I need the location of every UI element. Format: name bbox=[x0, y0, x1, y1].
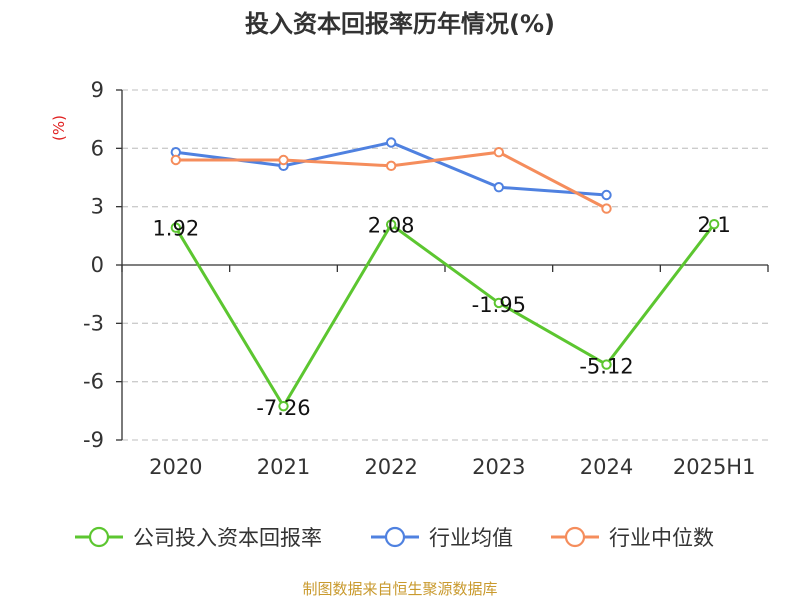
data-point[interactable] bbox=[601, 359, 612, 370]
legend-label: 行业均值 bbox=[429, 526, 513, 550]
data-label: -5.12 bbox=[579, 355, 633, 379]
data-label: 1.92 bbox=[152, 217, 199, 241]
data-labels: 1.92 -7.26 2.08 -1.95 -5.12 2.1 bbox=[152, 213, 730, 420]
x-tick-label: 2025H1 bbox=[673, 455, 756, 479]
data-point[interactable] bbox=[708, 218, 720, 230]
legend-item[interactable]: 行业均值 bbox=[371, 526, 513, 550]
series-line bbox=[174, 222, 716, 410]
data-point[interactable] bbox=[385, 160, 397, 172]
x-tick-label: 2023 bbox=[472, 455, 525, 479]
data-point[interactable] bbox=[170, 154, 182, 166]
data-label: 2.1 bbox=[697, 213, 730, 237]
y-tick-labels: 9 6 3 0 -3 -6 -9 bbox=[83, 78, 104, 452]
source-note: 制图数据来自恒生聚源数据库 bbox=[302, 580, 497, 598]
data-point[interactable] bbox=[493, 182, 505, 193]
legend-label: 公司投入资本回报率 bbox=[133, 526, 322, 550]
y-tick-label: -3 bbox=[83, 311, 104, 335]
data-label: 2.08 bbox=[368, 214, 415, 238]
x-tick-label: 2021 bbox=[257, 455, 310, 479]
series-layer bbox=[170, 137, 720, 412]
data-point[interactable] bbox=[601, 203, 612, 214]
data-label: -7.26 bbox=[256, 396, 310, 420]
legend-marker bbox=[384, 526, 406, 548]
legend-label: 行业中位数 bbox=[609, 526, 714, 550]
chart-title: 投入资本回报率历年情况(%) bbox=[245, 10, 555, 38]
data-point[interactable] bbox=[493, 297, 505, 309]
y-tick-label: 3 bbox=[91, 195, 104, 219]
data-point[interactable] bbox=[278, 400, 289, 412]
data-point[interactable] bbox=[278, 154, 289, 166]
y-axis-label: (%) bbox=[50, 115, 68, 141]
series-2 bbox=[170, 147, 612, 214]
legend-item[interactable]: 公司投入资本回报率 bbox=[75, 526, 322, 550]
legend-marker bbox=[564, 526, 586, 548]
legend-item[interactable]: 行业中位数 bbox=[551, 526, 714, 550]
series-0 bbox=[170, 218, 720, 412]
data-point[interactable] bbox=[601, 189, 612, 201]
data-label: -1.95 bbox=[472, 293, 526, 317]
x-tick-label: 2022 bbox=[364, 455, 417, 479]
x-tick-label: 2024 bbox=[580, 455, 633, 479]
data-point[interactable] bbox=[493, 147, 505, 158]
y-tick-label: 6 bbox=[91, 136, 104, 160]
x-tick-label: 2020 bbox=[149, 455, 202, 479]
data-point[interactable] bbox=[170, 222, 182, 233]
legend-marker bbox=[88, 526, 110, 548]
x-tick-labels: 2020 2021 2022 2023 2024 2025H1 bbox=[149, 455, 755, 479]
data-point[interactable] bbox=[385, 137, 397, 148]
legend[interactable]: 公司投入资本回报率 行业均值 行业中位数 bbox=[75, 526, 714, 550]
data-point[interactable] bbox=[385, 219, 397, 230]
y-tick-label: -9 bbox=[83, 428, 104, 452]
gridlines bbox=[116, 89, 768, 441]
y-tick-label: 0 bbox=[91, 253, 104, 277]
y-tick-label: 9 bbox=[91, 78, 104, 102]
y-tick-label: -6 bbox=[83, 370, 104, 394]
